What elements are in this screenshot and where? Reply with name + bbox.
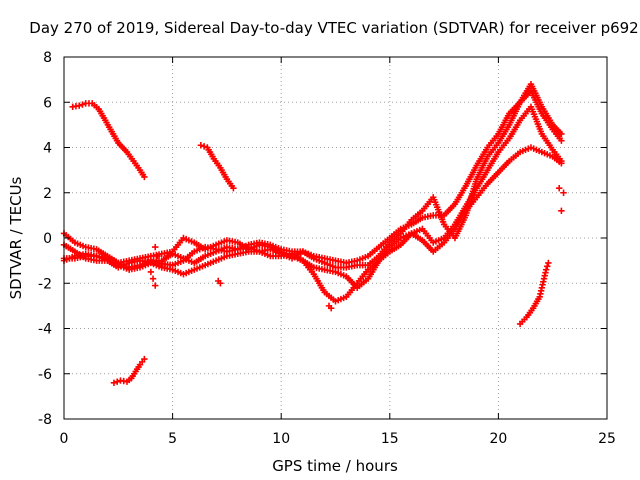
data-point xyxy=(152,243,159,251)
y-tick-label: -4 xyxy=(38,322,52,338)
series-arc-early-high xyxy=(69,100,148,181)
x-axis-label: GPS time / hours xyxy=(272,457,398,475)
y-tick-label: -8 xyxy=(38,412,52,428)
grid xyxy=(64,57,607,419)
data-point xyxy=(558,207,565,215)
y-tick-label: 6 xyxy=(43,95,52,111)
y-tick-label: 2 xyxy=(43,186,52,202)
data-point xyxy=(230,185,237,192)
data-point xyxy=(545,259,552,267)
chart-title: Day 270 of 2019, Sidereal Day-to-day VTE… xyxy=(29,19,638,37)
series-arc-morning xyxy=(197,142,237,192)
x-tick-label: 0 xyxy=(60,431,69,447)
y-axis-label: SDTVAR / TECUs xyxy=(7,176,25,299)
data-point xyxy=(152,282,159,289)
x-tick-label: 25 xyxy=(598,431,616,447)
data-point xyxy=(544,263,551,270)
data-point xyxy=(558,130,565,138)
series-isolated xyxy=(147,185,567,312)
y-tick-label: -2 xyxy=(38,276,52,292)
data-point xyxy=(141,355,148,363)
data-point xyxy=(154,252,161,260)
series-band-d xyxy=(60,80,565,271)
data-point xyxy=(76,102,83,109)
data-point xyxy=(114,378,121,385)
x-tick-label: 10 xyxy=(272,431,290,447)
data-point xyxy=(558,137,565,144)
data-point xyxy=(560,189,567,196)
x-tick-label: 20 xyxy=(489,431,507,447)
y-tick-label: 0 xyxy=(43,231,52,247)
data-point xyxy=(200,143,208,150)
y-tick-label: -6 xyxy=(38,367,52,383)
data-point xyxy=(558,160,565,167)
x-tick-label: 15 xyxy=(381,431,399,447)
y-tick-label: 4 xyxy=(43,141,52,157)
series-arc-evening-low xyxy=(516,259,552,328)
data-point xyxy=(110,379,118,386)
x-tick-label: 5 xyxy=(168,431,177,447)
data-point xyxy=(217,280,224,287)
data-point xyxy=(79,101,86,108)
series-band-b xyxy=(60,103,565,305)
data-point xyxy=(542,266,550,273)
x-axis: 0 5 10 15 20 25 xyxy=(60,57,616,447)
data-point xyxy=(327,304,335,312)
data-points xyxy=(60,80,567,386)
y-axis: -8 -6 -4 -2 0 2 4 6 8 xyxy=(38,50,607,428)
series-arc-early-low xyxy=(110,355,148,386)
data-point xyxy=(556,185,563,192)
data-point xyxy=(147,268,155,276)
data-point xyxy=(149,275,157,282)
data-point xyxy=(141,173,148,181)
y-tick-label: 8 xyxy=(43,50,52,66)
data-point xyxy=(197,142,205,149)
